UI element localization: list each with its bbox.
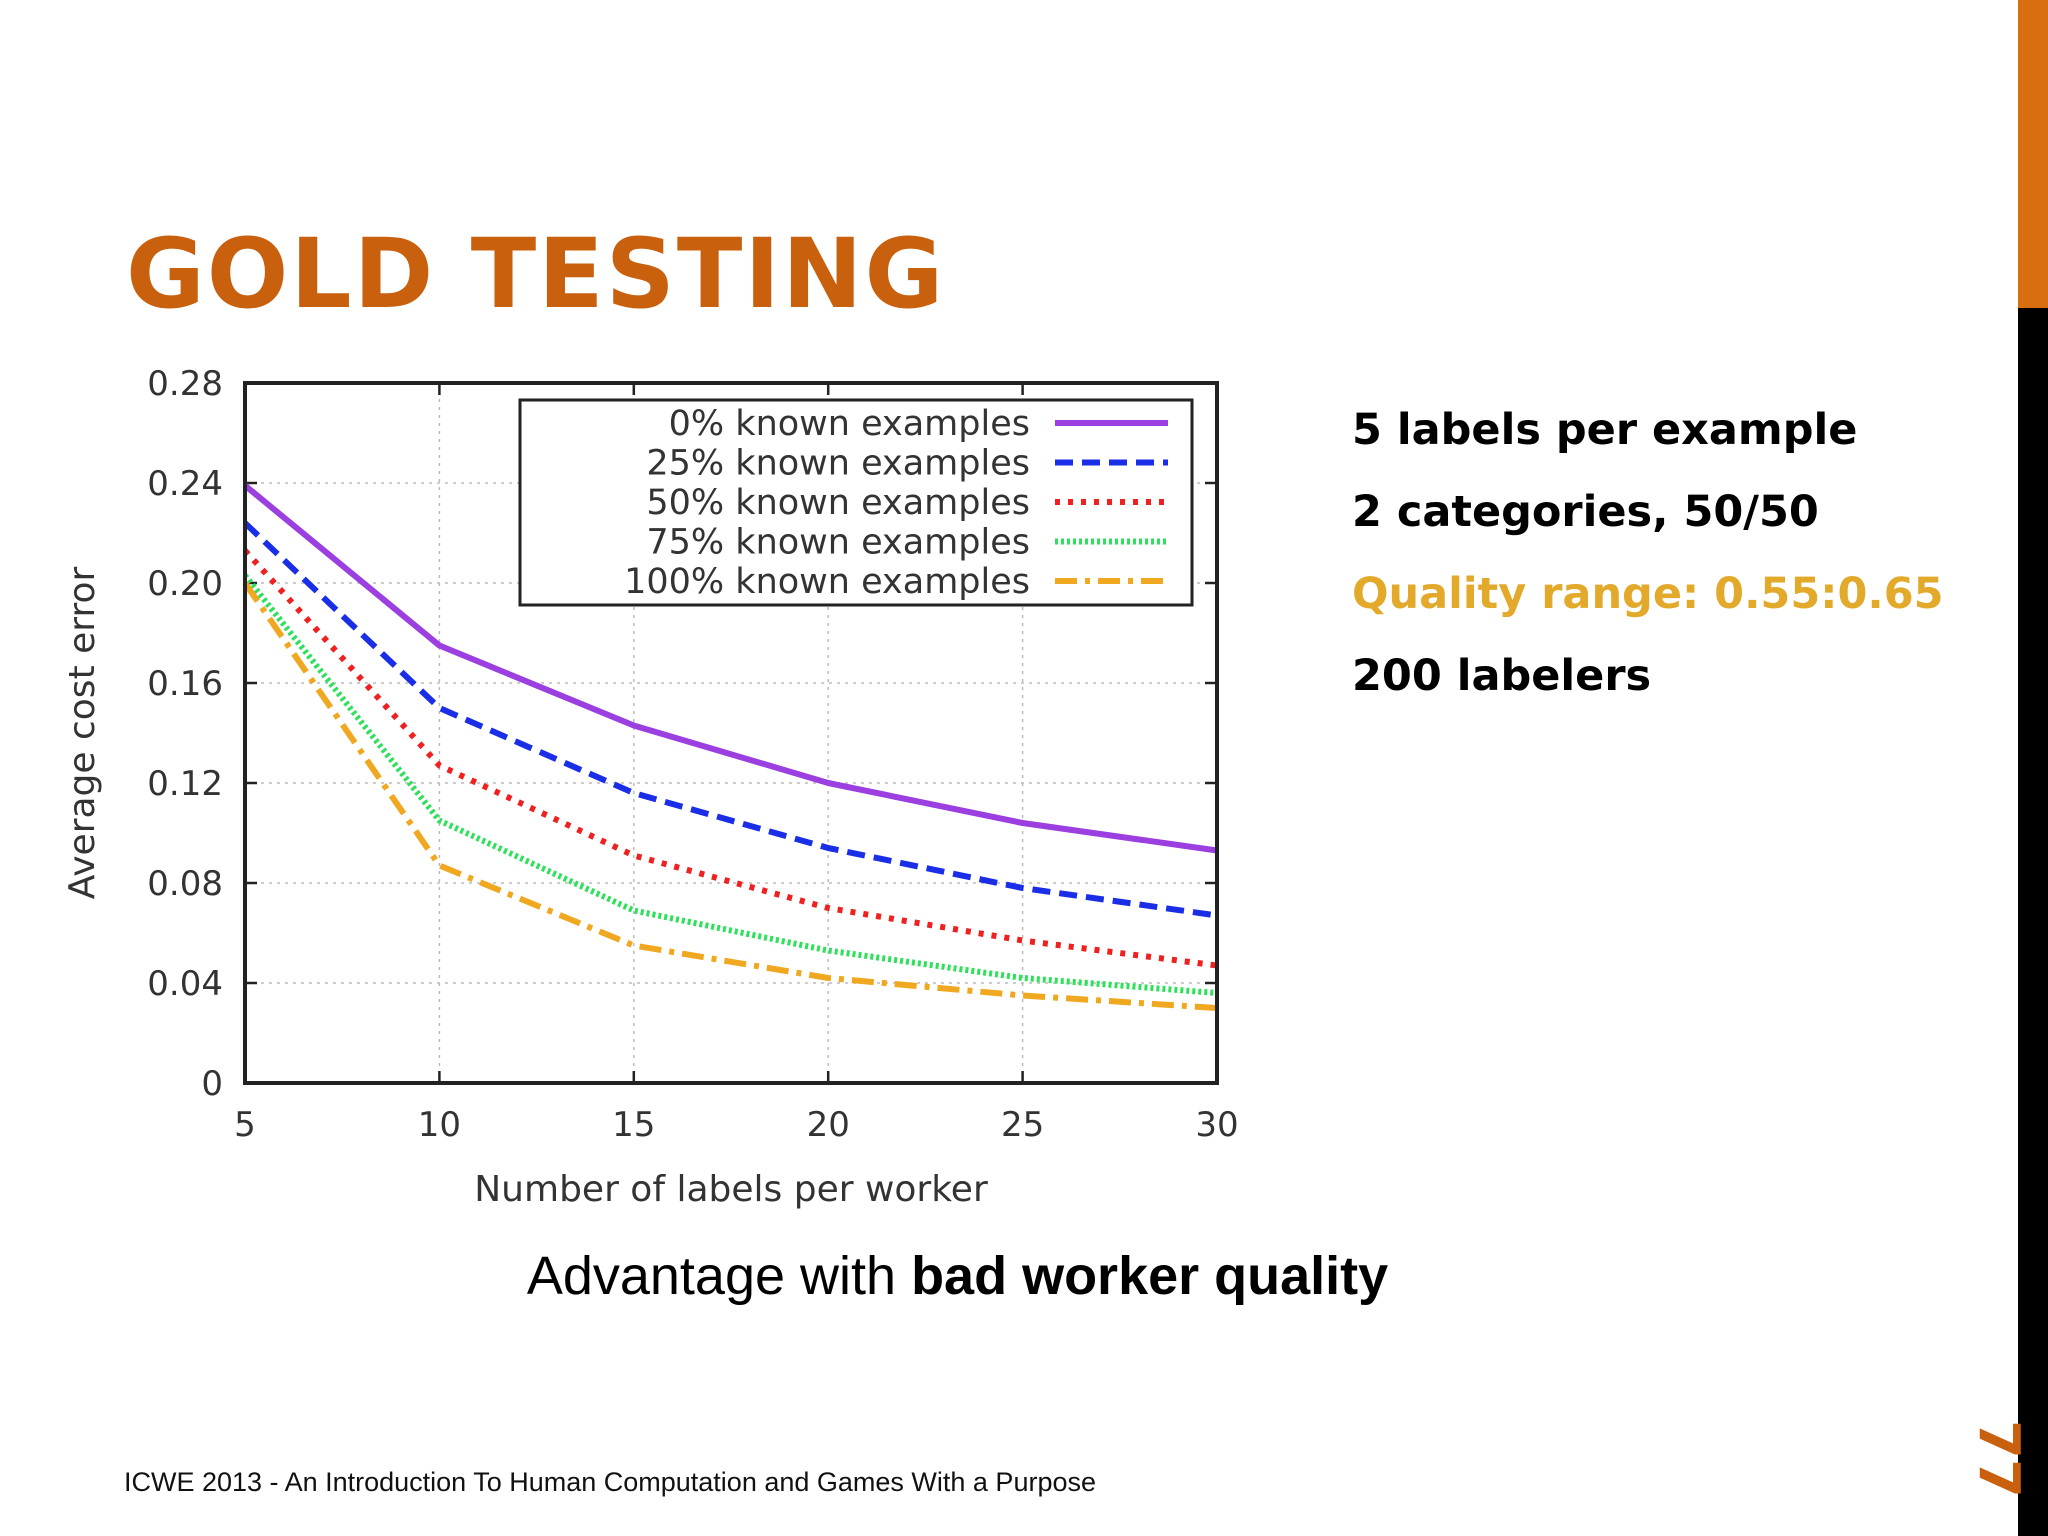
series-line bbox=[242, 520, 1218, 919]
y-tick-label: 0.08 bbox=[147, 864, 223, 904]
y-tick-label: 0.28 bbox=[147, 364, 223, 404]
x-tick-label: 20 bbox=[807, 1105, 850, 1145]
y-tick-label: 0 bbox=[201, 1064, 223, 1104]
chart-svg: 5 10 15 20 25 30 0 0.04 0.08 0.12 0.16 0.20 0.24 0.28… bbox=[62, 364, 1239, 1210]
x-tick-label: 15 bbox=[612, 1105, 655, 1145]
y-tick-label: 0.16 bbox=[147, 664, 223, 704]
footer: ICWE 2013 - An Introduction To Human Com… bbox=[124, 1467, 1096, 1497]
side-bar bbox=[2018, 0, 2048, 1536]
series-line bbox=[243, 483, 1218, 854]
y-tick-label: 0.12 bbox=[147, 764, 223, 804]
info-item: 200 labelers bbox=[1352, 651, 1652, 701]
y-tick-label: 0.20 bbox=[147, 564, 223, 604]
legend-box bbox=[518, 398, 1194, 607]
series-line bbox=[242, 548, 1218, 969]
series-line bbox=[242, 573, 1218, 996]
y-axis-label: Average cost error bbox=[62, 567, 103, 900]
plot-frame bbox=[243, 381, 1219, 1085]
legend-label: 0% known examples bbox=[669, 404, 1030, 444]
legend-label: 75% known examples bbox=[646, 523, 1030, 563]
chart: 5 10 15 20 25 30 0 0.04 0.08 0.12 0.16 0.20 0.24 0.28… bbox=[40, 355, 1270, 1225]
series-line bbox=[242, 581, 1218, 1011]
x-tick-label: 30 bbox=[1195, 1105, 1238, 1145]
x-tick-label: 10 bbox=[418, 1105, 461, 1145]
x-axis-label: Number of labels per worker bbox=[474, 1169, 988, 1210]
info-item-highlight: Quality range: 0.55:0.65 bbox=[1352, 569, 1944, 619]
info-item: 5 labels per example bbox=[1352, 405, 1858, 455]
legend-label: 100% known examples bbox=[624, 562, 1030, 602]
chart-caption: Advantage with bad worker quality bbox=[0, 1245, 1915, 1307]
x-tick-label: 5 bbox=[234, 1105, 256, 1145]
side-accent bbox=[2018, 0, 2048, 308]
caption-normal: Advantage with bbox=[526, 1246, 912, 1306]
legend-label: 25% known examples bbox=[646, 444, 1030, 484]
y-tick-label: 0.24 bbox=[147, 464, 223, 504]
slide-title: GOLD TESTING bbox=[126, 218, 946, 330]
legend-label: 50% known examples bbox=[646, 483, 1030, 523]
x-tick-label: 25 bbox=[1001, 1105, 1044, 1145]
y-tick-label: 0.04 bbox=[147, 964, 223, 1004]
info-item: 2 categories, 50/50 bbox=[1352, 487, 1819, 537]
page-number: 77 bbox=[1966, 1420, 2031, 1498]
info-list: 5 labels per example 2 categories, 50/50… bbox=[1352, 400, 1944, 728]
caption-bold: bad worker quality bbox=[911, 1246, 1389, 1306]
